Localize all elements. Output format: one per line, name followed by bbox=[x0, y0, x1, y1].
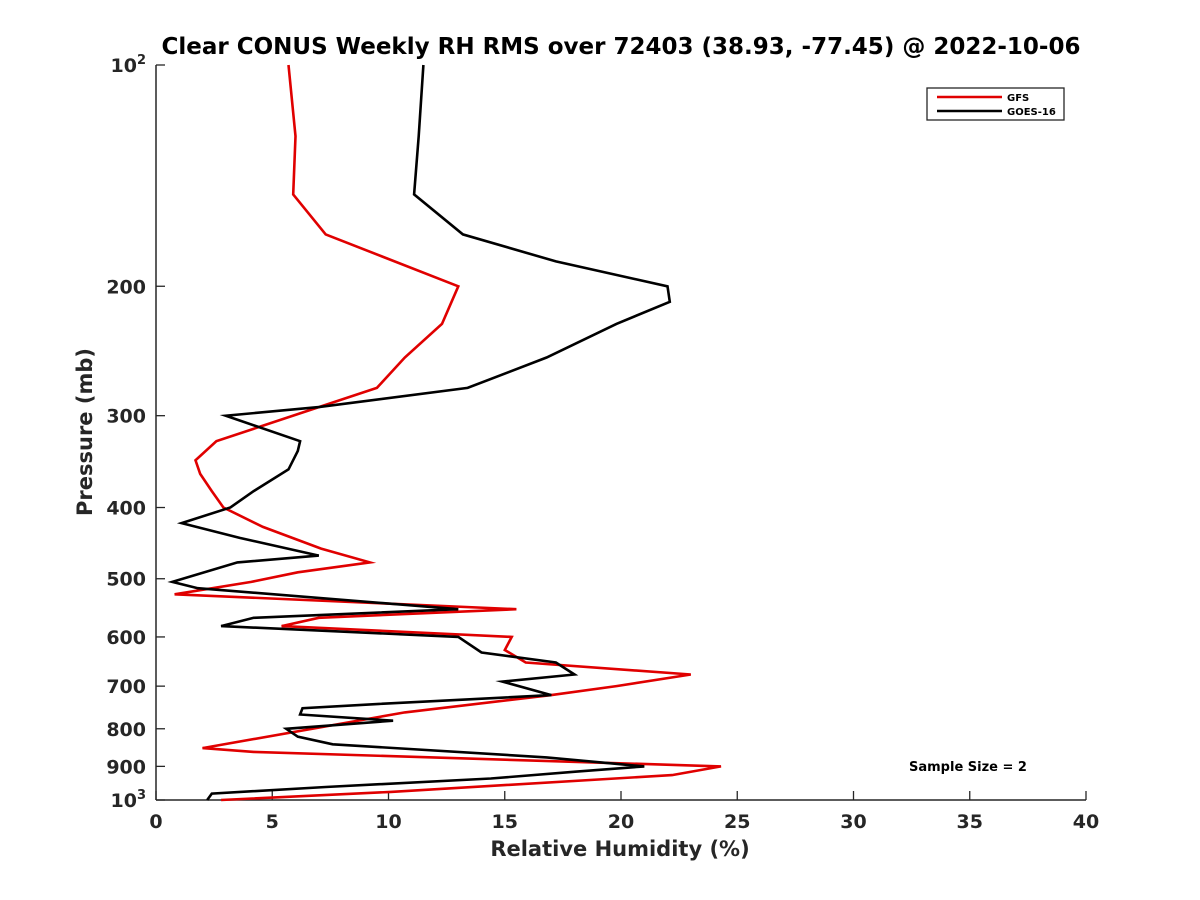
x-tick-label: 0 bbox=[149, 811, 162, 833]
legend-box bbox=[926, 87, 1065, 121]
y-tick-label: 600 bbox=[106, 627, 146, 649]
x-tick-label: 30 bbox=[840, 811, 866, 833]
x-tick-label: 20 bbox=[608, 811, 634, 833]
y-tick-label: 200 bbox=[106, 276, 146, 298]
y-axis-label: Pressure (mb) bbox=[73, 348, 97, 516]
x-tick-label: 35 bbox=[957, 811, 983, 833]
y-tick-label: 700 bbox=[106, 676, 146, 698]
legend: GFS GOES-16 bbox=[926, 87, 1065, 121]
x-axis-ticks: 0 5 10 15 20 25 30 35 40 bbox=[149, 791, 1099, 833]
sample-size-annotation: Sample Size = 2 bbox=[909, 760, 1027, 775]
y-tick-label: 800 bbox=[106, 719, 146, 741]
x-tick-label: 15 bbox=[492, 811, 518, 833]
legend-entry-label: GFS bbox=[1007, 93, 1029, 104]
chart-title: Clear CONUS Weekly RH RMS over 72403 (38… bbox=[162, 34, 1081, 60]
y-axis-ticks: 102 200 300 400 500 600 700 800 900 103 bbox=[106, 53, 165, 812]
x-tick-label: 25 bbox=[724, 811, 750, 833]
x-tick-label: 40 bbox=[1073, 811, 1099, 833]
y-tick-label: 400 bbox=[106, 498, 146, 520]
x-axis-label: Relative Humidity (%) bbox=[490, 837, 749, 861]
y-tick-label: 102 bbox=[111, 53, 147, 77]
y-tick-label: 500 bbox=[106, 569, 146, 591]
series-line-goes-16 bbox=[167, 64, 672, 801]
y-tick-label: 300 bbox=[106, 406, 146, 428]
y-tick-label: 900 bbox=[106, 756, 146, 778]
x-tick-label: 10 bbox=[375, 811, 401, 833]
x-tick-label: 5 bbox=[266, 811, 279, 833]
y-tick-label: 103 bbox=[111, 788, 147, 812]
series-layer bbox=[167, 64, 722, 802]
legend-entry-label: GOES-16 bbox=[1007, 107, 1056, 118]
